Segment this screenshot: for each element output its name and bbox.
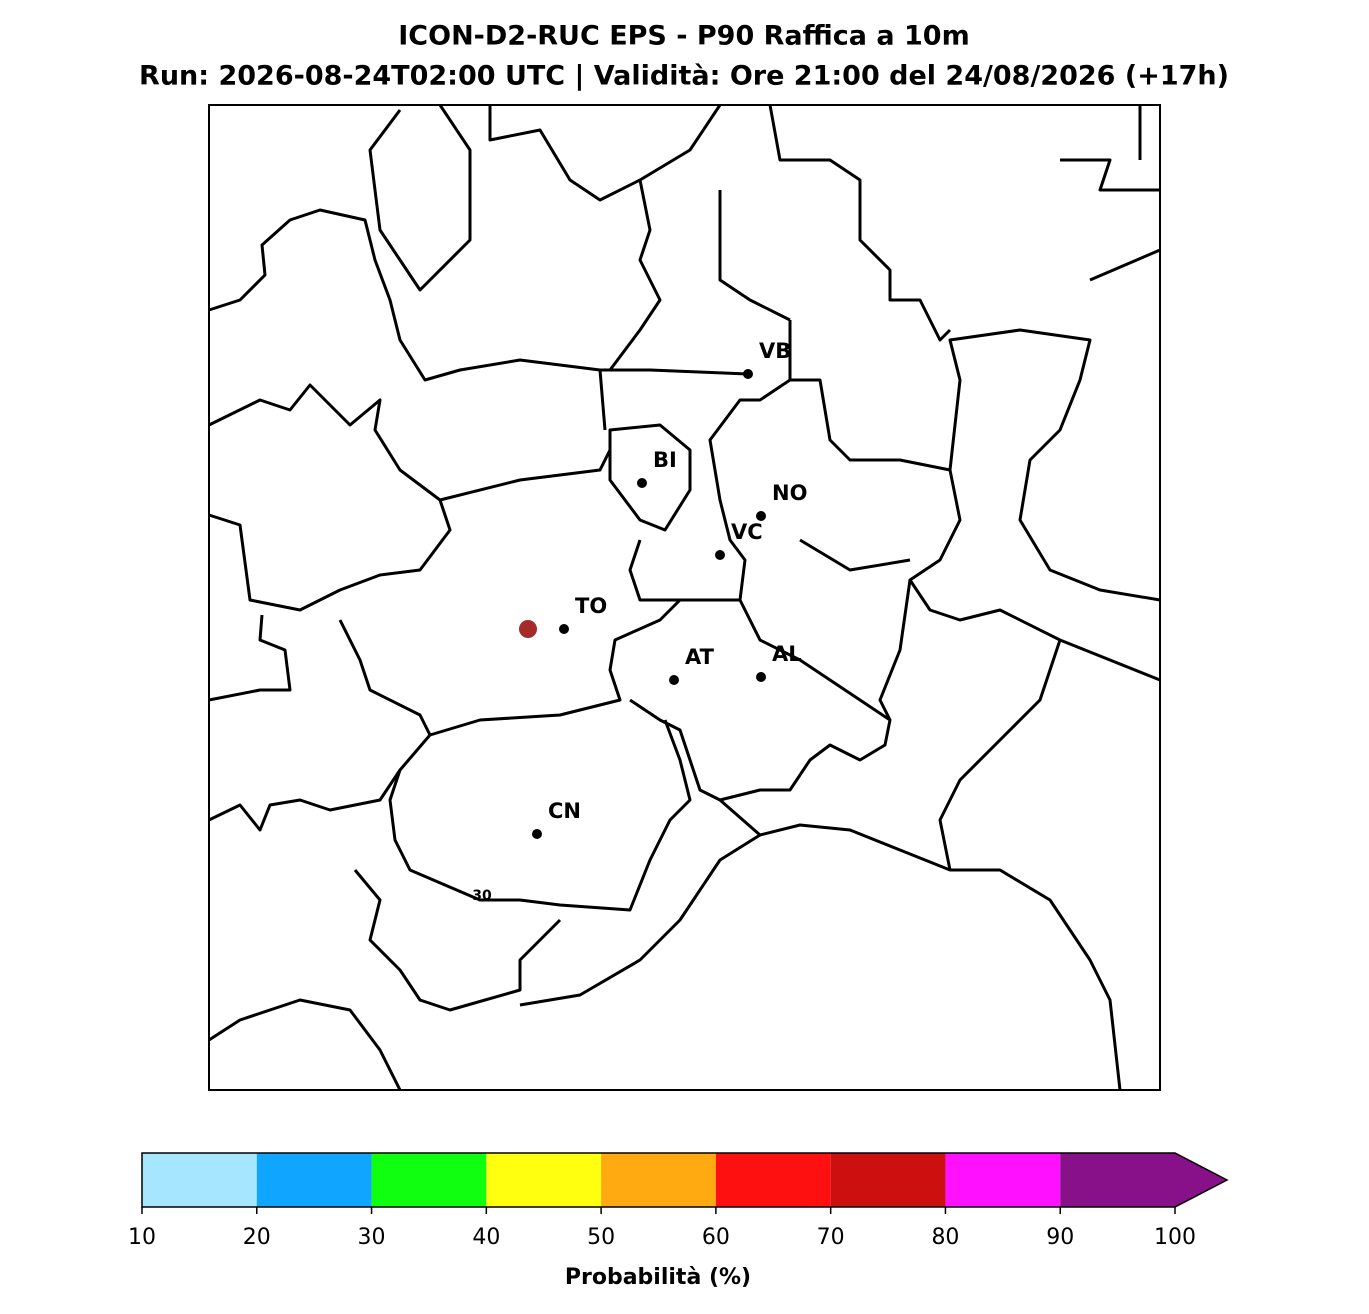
city-dot	[559, 624, 569, 634]
colorbar-tick-label: 30	[358, 1225, 386, 1250]
colorbar: 10 20 30 40 50 60 70 80 90 100	[128, 1152, 1229, 1250]
colorbar-bin	[1060, 1153, 1175, 1207]
city-label: VC	[731, 520, 763, 544]
city-dot	[532, 829, 542, 839]
city-label: BI	[653, 448, 677, 472]
city-label: AL	[772, 642, 802, 666]
city-layer: VB BI NO VC TO AT AL CN	[532, 339, 807, 839]
colorbar-extension	[1175, 1153, 1227, 1207]
city-label: NO	[772, 481, 807, 505]
colorbar-bin	[830, 1153, 946, 1207]
city-label: AT	[685, 645, 715, 669]
colorbar-bin	[486, 1153, 602, 1207]
colorbar-outline	[141, 1152, 1229, 1208]
colorbar-tick-label: 100	[1154, 1225, 1196, 1250]
city-label: TO	[575, 594, 607, 618]
city-dot	[669, 675, 679, 685]
colorbar-tick-label: 80	[931, 1225, 959, 1250]
city-label: CN	[548, 799, 581, 823]
colorbar-bin	[142, 1153, 257, 1207]
colorbar-tick-label: 90	[1046, 1225, 1074, 1250]
colorbar-tick-label: 10	[128, 1225, 156, 1250]
colorbar-bin	[715, 1153, 831, 1207]
colorbar-tick-label: 60	[702, 1225, 730, 1250]
colorbar-label: Probabilità (%)	[565, 1265, 751, 1290]
city-dot	[743, 369, 753, 379]
borders	[208, 104, 1161, 1091]
colorbar-bin	[256, 1153, 372, 1207]
city-dot	[756, 511, 766, 521]
colorbar-bin	[945, 1153, 1061, 1207]
colorbar-tick-label: 40	[472, 1225, 500, 1250]
colorbar-bin	[601, 1153, 716, 1207]
city-label: VB	[759, 339, 791, 363]
subtitle: Run: 2026-08-24T02:00 UTC | Validità: Or…	[139, 61, 1229, 92]
map-frame	[208, 104, 1161, 1091]
contour-label: 30	[472, 888, 492, 904]
colorbar-tick-label: 70	[817, 1225, 845, 1250]
title: ICON-D2-RUC EPS - P90 Raffica a 10m	[398, 21, 969, 52]
colorbar-bin	[371, 1153, 487, 1207]
colorbar-tick-label: 20	[243, 1225, 271, 1250]
colorbar-tick-label: 50	[587, 1225, 615, 1250]
city-dot	[637, 478, 647, 488]
location-marker	[519, 620, 537, 638]
city-dot	[715, 550, 725, 560]
city-dot	[756, 672, 766, 682]
